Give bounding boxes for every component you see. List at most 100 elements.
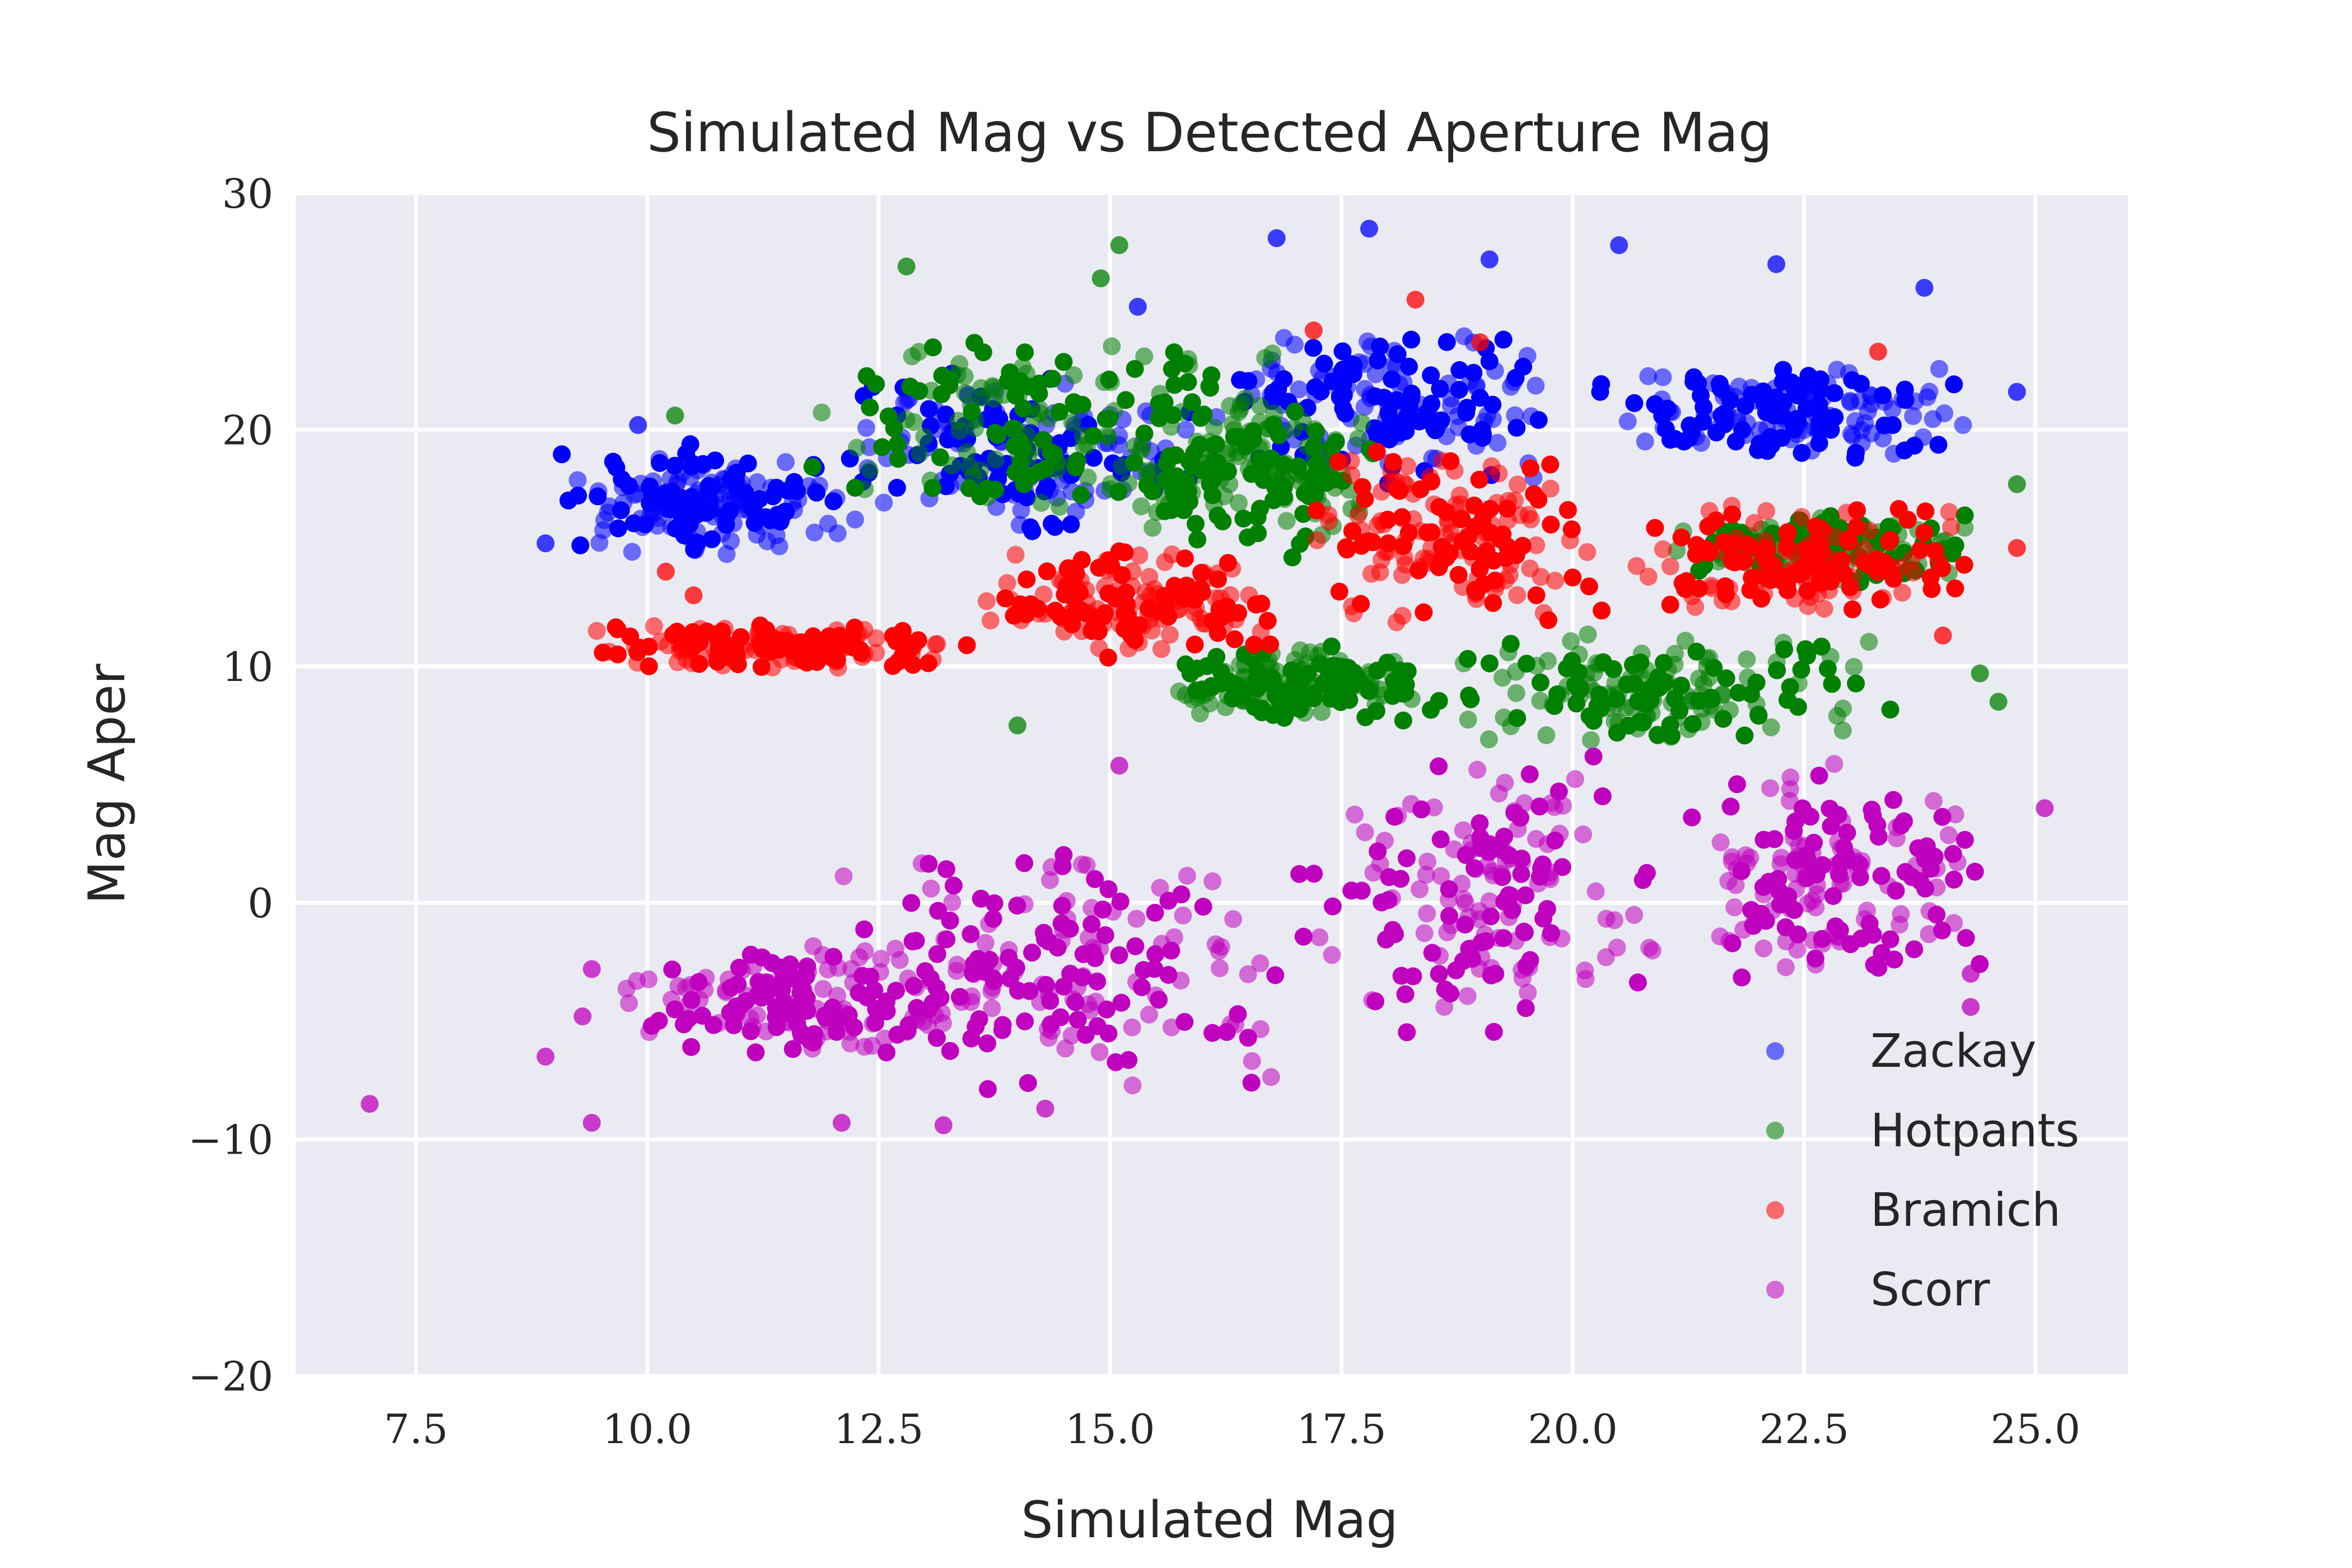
data-point	[1515, 923, 1534, 941]
data-point	[1095, 373, 1113, 391]
data-point	[1508, 586, 1527, 604]
data-point	[1313, 703, 1331, 721]
data-point	[1714, 388, 1733, 406]
data-point	[980, 914, 998, 933]
data-point	[1457, 404, 1476, 422]
data-point	[1307, 501, 1326, 520]
data-point	[1320, 512, 1338, 530]
data-point	[1149, 408, 1168, 426]
data-point	[1283, 548, 1301, 567]
data-point	[978, 1034, 996, 1053]
data-point	[1790, 415, 1808, 433]
data-point	[846, 510, 864, 529]
data-point	[1430, 757, 1448, 776]
y-tick-label: −20	[188, 1353, 273, 1400]
data-point	[861, 461, 879, 479]
data-point	[1789, 847, 1807, 865]
data-point	[1754, 885, 1773, 904]
data-point	[727, 1005, 745, 1023]
data-point	[964, 955, 983, 973]
data-point	[903, 932, 922, 951]
data-point	[1304, 339, 1323, 357]
data-point	[875, 493, 893, 512]
data-point	[1813, 930, 1831, 948]
data-point	[1468, 760, 1487, 779]
data-point	[675, 526, 693, 545]
data-point	[987, 450, 1005, 469]
data-point	[785, 473, 804, 491]
data-point	[1915, 279, 1934, 297]
data-point	[924, 338, 942, 357]
data-point	[1490, 784, 1508, 802]
data-point	[1052, 932, 1071, 950]
data-point	[1346, 805, 1364, 824]
data-point	[1534, 909, 1552, 928]
data-point	[640, 657, 658, 675]
data-point	[662, 990, 680, 1009]
data-point	[1038, 562, 1056, 581]
data-point	[860, 438, 879, 456]
data-point	[937, 860, 955, 879]
data-point	[1661, 431, 1679, 449]
x-axis-label: Simulated Mag	[1021, 1491, 1398, 1550]
data-point	[1210, 942, 1228, 960]
data-point	[864, 1014, 882, 1033]
data-point	[1275, 708, 1294, 727]
data-point	[1073, 968, 1091, 987]
data-point	[1521, 459, 1539, 478]
data-point	[1920, 925, 1938, 944]
data-point	[1717, 669, 1735, 688]
data-point	[1380, 868, 1398, 886]
data-point	[1851, 868, 1869, 886]
data-point	[1402, 795, 1420, 813]
data-point	[814, 980, 832, 998]
data-point	[1519, 983, 1537, 1002]
data-point	[1874, 430, 1892, 447]
data-point	[1546, 572, 1564, 590]
data-point	[1295, 703, 1314, 722]
data-point	[682, 976, 700, 994]
data-point	[629, 416, 647, 434]
data-point	[1813, 856, 1832, 874]
data-point	[1625, 906, 1644, 924]
data-point	[1789, 698, 1807, 716]
data-point	[1460, 425, 1479, 444]
data-point	[1580, 707, 1599, 725]
data-point	[1761, 779, 1780, 797]
data-point	[1191, 704, 1209, 723]
data-point	[1904, 407, 1922, 425]
data-point	[1762, 718, 1780, 736]
data-point	[1971, 664, 1989, 683]
data-point	[1668, 708, 1687, 727]
data-point	[1929, 436, 1948, 454]
data-point	[1597, 948, 1615, 967]
data-point	[941, 1042, 959, 1060]
data-point	[848, 438, 866, 457]
data-point	[1733, 421, 1752, 439]
data-point	[1809, 585, 1827, 603]
data-point	[1248, 508, 1267, 526]
data-point	[1125, 454, 1144, 472]
data-point	[1875, 393, 1894, 411]
data-point	[1860, 633, 1878, 651]
data-point	[1231, 395, 1250, 413]
data-point	[1735, 552, 1753, 570]
data-point	[1082, 899, 1101, 917]
data-point	[813, 403, 831, 422]
data-point	[1683, 808, 1701, 827]
data-point	[1929, 552, 1947, 570]
data-point	[1126, 437, 1144, 455]
data-point	[1513, 536, 1532, 555]
data-point	[1754, 939, 1773, 958]
data-point	[1676, 580, 1694, 598]
data-point	[1310, 928, 1329, 946]
data-point	[1566, 770, 1584, 788]
data-point	[1939, 826, 1958, 844]
data-point	[1001, 590, 1020, 609]
data-point	[929, 902, 948, 920]
data-point	[1757, 531, 1775, 550]
data-point	[1205, 452, 1223, 471]
data-point	[1467, 376, 1486, 395]
data-point	[568, 471, 587, 489]
data-point	[1252, 451, 1270, 469]
